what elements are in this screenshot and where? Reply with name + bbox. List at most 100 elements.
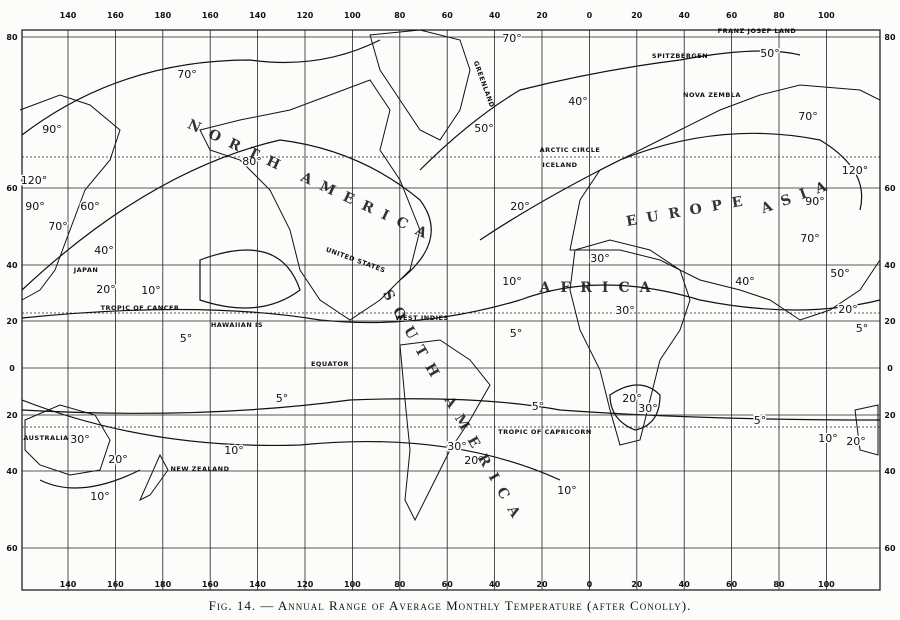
- latitude-label: 80: [6, 33, 18, 42]
- isotherm: [609, 384, 661, 431]
- longitude-label: 140: [60, 580, 77, 589]
- place-name: SPITZBERGEN: [652, 52, 708, 60]
- coastlines: [19, 29, 881, 522]
- isotherm-label: 30°: [615, 304, 635, 317]
- caption: Fig. 14. — Annual Range of Average Month…: [208, 598, 692, 613]
- isotherm-label: 80°: [242, 155, 262, 168]
- longitude-label: 100: [344, 580, 361, 589]
- isotherm-label: 40°: [735, 275, 755, 288]
- latitude-label: 60: [6, 184, 18, 193]
- longitude-label: 40: [489, 11, 501, 20]
- place-name: EQUATOR: [311, 360, 349, 368]
- longitude-label: 40: [679, 11, 691, 20]
- region-name: AFRICA: [539, 280, 661, 296]
- australia-right: [854, 404, 879, 456]
- isotherm-label: 5°: [856, 322, 869, 335]
- longitude-label: 100: [818, 580, 835, 589]
- isotherm-label: 20°: [96, 283, 116, 296]
- isotherm-label: 10°: [557, 484, 577, 497]
- place-name: TROPIC OF CANCER: [101, 304, 180, 312]
- isotherm-label: 90°: [25, 200, 45, 213]
- isotherm-label: 10°: [141, 284, 161, 297]
- place-name: FRANZ JOSEF LAND: [718, 27, 797, 35]
- isotherms: [21, 39, 881, 489]
- isotherm-label: 40°: [94, 244, 114, 257]
- place-name: NEW ZEALAND: [170, 465, 229, 473]
- longitude-label: 20: [631, 11, 643, 20]
- region-name: SOUTH AMERICA: [379, 287, 528, 529]
- longitude-label: 120: [297, 580, 314, 589]
- longitude-label: 80: [773, 11, 785, 20]
- isotherm-label: 10°: [818, 432, 838, 445]
- greenland: [369, 29, 471, 141]
- longitude-label: 160: [202, 580, 219, 589]
- isotherm-label: 5°: [276, 392, 289, 405]
- place-name: TROPIC OF CAPRICORN: [498, 428, 592, 436]
- eurasia: [569, 84, 881, 321]
- isotherm-label: 70°: [800, 232, 820, 245]
- longitude-label: 40: [489, 580, 501, 589]
- latitude-label: 20: [6, 411, 18, 420]
- latitude-label: 60: [884, 544, 896, 553]
- isotherm-label: 70°: [177, 68, 197, 81]
- isotherm-label: 50°: [760, 47, 780, 60]
- isotherm-label: 50°: [830, 267, 850, 280]
- longitude-label: 80: [394, 580, 406, 589]
- isotherm: [21, 39, 381, 136]
- longitude-label: 160: [107, 11, 124, 20]
- isotherm-label: 30°: [447, 440, 467, 453]
- latitude-label: 80: [884, 33, 896, 42]
- south-america: [399, 339, 491, 522]
- latitude-label: 40: [6, 467, 18, 476]
- isotherm-label: 60°: [80, 200, 100, 213]
- region-name: EUROPE: [625, 192, 754, 230]
- place-name: JAPAN: [73, 266, 99, 274]
- isotherm: [39, 469, 141, 489]
- map: 140 140 160 160 180 180 160 160 140 140 120 120 100 1…: [6, 11, 896, 591]
- place-name: WEST INDIES: [395, 314, 448, 322]
- latitude-label: 40: [884, 261, 896, 270]
- isotherm-label: 50°: [474, 122, 494, 135]
- isotherm: [479, 132, 863, 241]
- north-america: [199, 79, 421, 321]
- longitude-label: 0: [587, 580, 593, 589]
- isotherm: [21, 399, 561, 481]
- longitude-label: 120: [297, 11, 314, 20]
- isotherm: [21, 139, 432, 291]
- isotherm-label: 20°: [108, 453, 128, 466]
- place-name: ICELAND: [542, 161, 577, 169]
- longitude-label: 100: [818, 11, 835, 20]
- isotherm-label: 10°: [502, 275, 522, 288]
- isotherm-label: 30°: [70, 433, 90, 446]
- place-name: GREENLAND: [472, 60, 496, 109]
- longitude-label: 140: [60, 11, 77, 20]
- longitude-label: 40: [679, 580, 691, 589]
- isotherm-label: 5°: [180, 332, 193, 345]
- isotherm-label: 30°: [590, 252, 610, 265]
- longitude-label: 20: [536, 580, 548, 589]
- longitude-label: 60: [726, 580, 738, 589]
- isotherm: [419, 50, 801, 171]
- isotherm-label: 5°: [510, 327, 523, 340]
- isotherm-label: 90°: [805, 195, 825, 208]
- latitude-label: 20: [884, 411, 896, 420]
- longitude-label: 160: [202, 11, 219, 20]
- longitude-label: 80: [394, 11, 406, 20]
- isotherm-label: 120°: [21, 174, 48, 187]
- isotherm: [199, 249, 301, 309]
- longitude-label: 100: [344, 11, 361, 20]
- longitude-label: 0: [587, 11, 593, 20]
- isotherm-label: 20°: [464, 454, 484, 467]
- australia: [24, 404, 111, 476]
- place-name: HAWAIIAN IS: [211, 321, 263, 329]
- isotherm-label: 10°: [90, 490, 110, 503]
- isotherm-label: 70°: [798, 110, 818, 123]
- longitude-label: 20: [631, 580, 643, 589]
- isotherm-label: 120°: [842, 164, 869, 177]
- isotherm-label: 30°: [638, 402, 658, 415]
- latitude-label: 20: [6, 317, 18, 326]
- latitude-label: 0: [9, 364, 15, 373]
- map-frame: [21, 29, 881, 591]
- latitude-label: 40: [884, 467, 896, 476]
